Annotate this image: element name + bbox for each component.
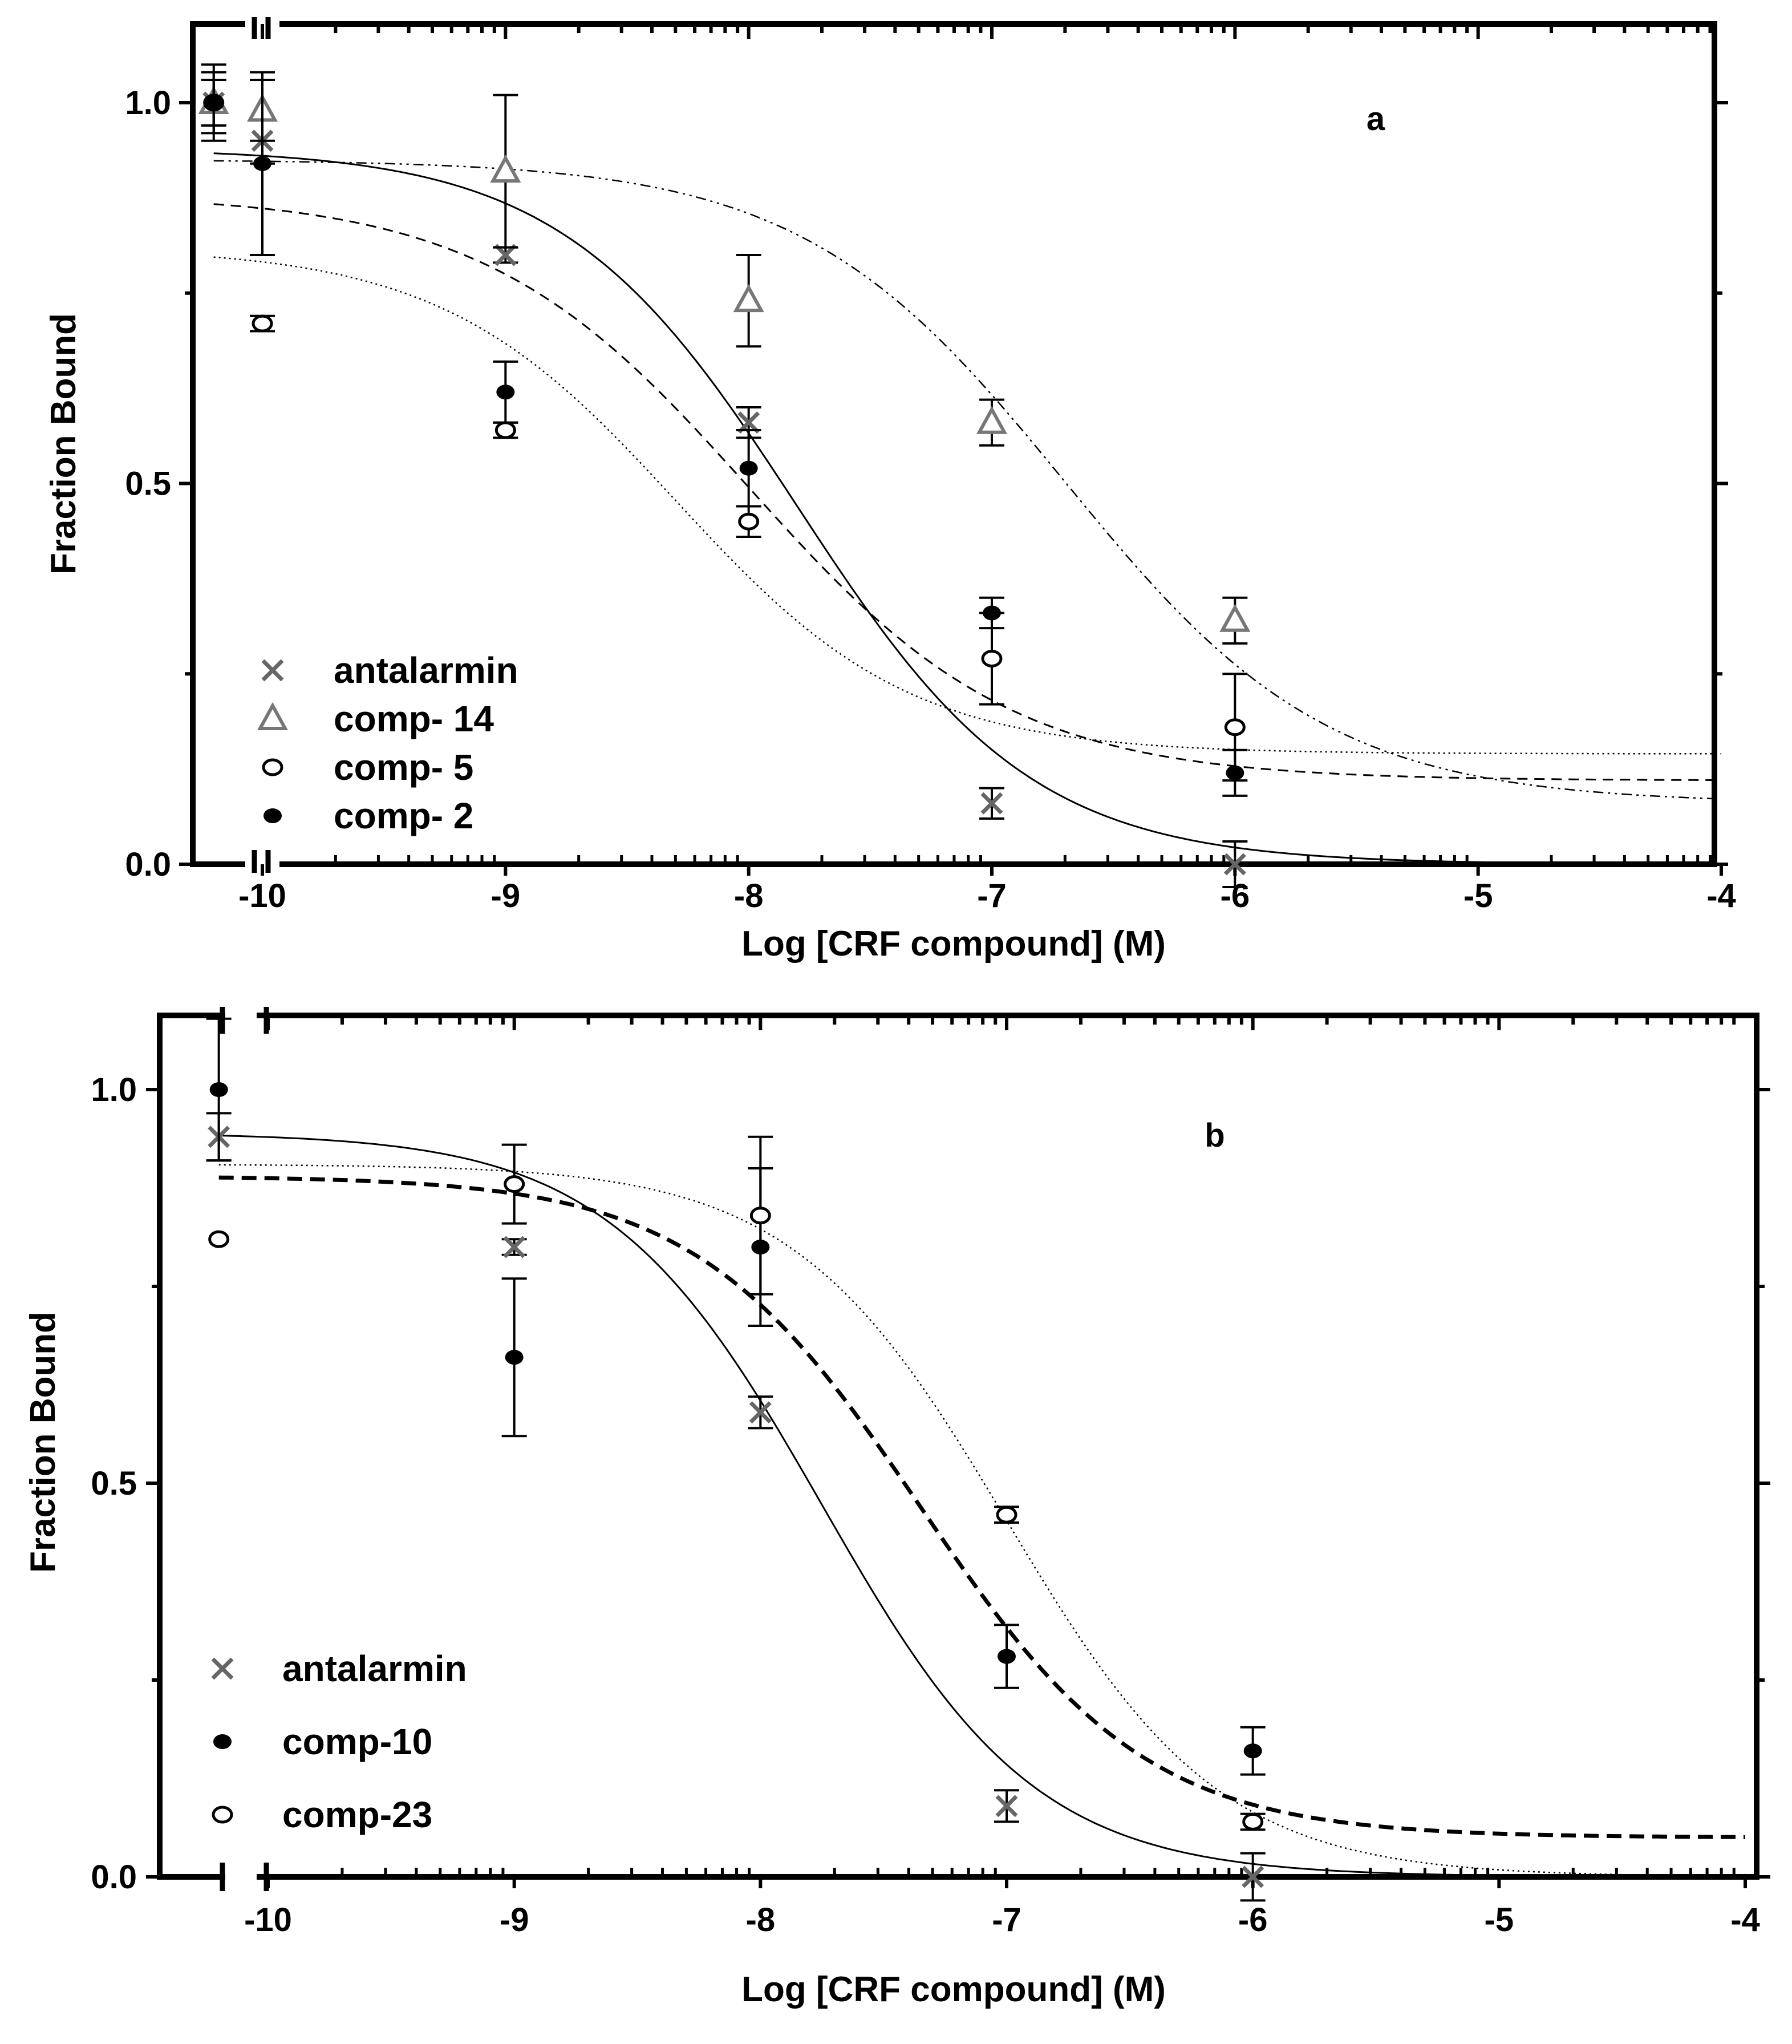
x-tick-label: -7 xyxy=(977,877,1007,914)
panel-a-legend: antalarmin comp- 14 comp- 5 comp- 2 xyxy=(257,650,518,836)
data-point-antalarmin xyxy=(980,792,1003,815)
x-tick-label: -4 xyxy=(1730,1901,1760,1938)
panel-b-data-points xyxy=(206,1017,1266,1902)
data-point-comp-5 xyxy=(738,512,760,531)
data-point-comp-5 xyxy=(1224,718,1246,736)
panel-a-y-axis-title: Fraction Bound xyxy=(44,313,83,574)
panel-a-x-axis-title: Log [CRF compound] (M) xyxy=(741,924,1166,964)
panel-b-x-tick-labels: -10 -9 -8 -7 -6 -5 -4 xyxy=(244,1901,1760,1938)
data-point-antalarmin xyxy=(494,244,517,266)
fit-curve-antalarmin xyxy=(213,152,1721,865)
panel-a-x-tick-labels: -10 -9 -8 -7 -6 -5 -4 xyxy=(238,877,1736,914)
x-tick-label: -4 xyxy=(1706,877,1736,914)
data-point-antalarmin xyxy=(1242,1865,1264,1888)
legend-marker xyxy=(211,1657,234,1680)
panel-b-y-ticks xyxy=(146,1088,1770,1879)
panel-a-data-points xyxy=(198,63,1251,889)
panel-a-x-ticks xyxy=(261,24,1723,876)
y-tick-label: 1.0 xyxy=(91,1071,137,1108)
x-tick-label: -10 xyxy=(238,877,286,914)
legend-marker xyxy=(262,758,283,776)
data-point-antalarmin xyxy=(1223,853,1246,876)
y-tick-label: 0.5 xyxy=(125,466,171,503)
x-tick-label: -8 xyxy=(746,1901,776,1938)
data-point-comp-14 xyxy=(976,406,1008,434)
data-point-comp-23 xyxy=(996,1505,1017,1524)
data-point-antalarmin xyxy=(503,1236,526,1258)
data-point-comp-2 xyxy=(1226,765,1244,780)
panel-b-plot-frame xyxy=(157,1013,1759,1880)
panel-a-label: a xyxy=(1367,100,1385,137)
legend-label: comp- 2 xyxy=(334,795,473,836)
x-tick-label: -9 xyxy=(500,1901,529,1938)
x-tick-label: -9 xyxy=(491,877,521,914)
data-point-antalarmin xyxy=(749,1401,772,1424)
data-point-antalarmin xyxy=(737,411,760,434)
panel-b-y-axis-title: Fraction Bound xyxy=(23,1312,63,1573)
fit-curve-comp-2 xyxy=(213,203,1721,781)
panel-b-x-ticks xyxy=(266,1015,1747,1888)
panel-b-label: b xyxy=(1205,1117,1225,1154)
y-tick-label: 1.0 xyxy=(125,84,171,122)
data-point-comp-5 xyxy=(252,314,273,333)
legend-label: comp- 5 xyxy=(334,747,473,788)
fit-curve-comp-10 xyxy=(218,1175,1745,1839)
x-tick-label: -7 xyxy=(992,1901,1021,1938)
x-tick-label: -10 xyxy=(244,1901,292,1938)
legend-label: comp- 14 xyxy=(334,698,494,739)
data-point-antalarmin xyxy=(995,1795,1018,1818)
data-point-comp-14 xyxy=(490,154,521,183)
data-point-comp-23 xyxy=(208,1230,230,1248)
data-point-comp-2 xyxy=(496,384,515,400)
data-point-comp-23 xyxy=(1242,1812,1264,1831)
x-tick-label: -5 xyxy=(1463,877,1493,914)
fit-curve-comp-14 xyxy=(213,160,1722,800)
data-point-comp-2 xyxy=(204,95,223,110)
panel-b-fit-curves xyxy=(218,1135,1746,1878)
y-tick-label: 0.0 xyxy=(125,846,171,883)
data-point-comp-10 xyxy=(998,1649,1016,1664)
fit-curve-comp-23 xyxy=(218,1164,1746,1877)
data-point-comp-14 xyxy=(1219,604,1251,632)
x-tick-label: -5 xyxy=(1485,1901,1514,1938)
panel-a-y-tick-labels: 0.0 0.5 1.0 xyxy=(125,84,171,883)
data-point-comp-5 xyxy=(494,421,516,439)
legend-label: antalarmin xyxy=(282,1648,467,1689)
data-point-comp-10 xyxy=(1243,1743,1262,1759)
data-point-comp-14 xyxy=(733,284,764,313)
legend-marker xyxy=(212,1806,233,1824)
panel-b-legend: antalarmin comp-10 comp-23 xyxy=(211,1648,467,1835)
data-point-comp-2 xyxy=(253,156,271,171)
data-point-comp-23 xyxy=(504,1175,525,1193)
legend-label: comp-10 xyxy=(282,1721,432,1762)
legend-marker xyxy=(261,659,284,682)
x-tick-label: -6 xyxy=(1238,1901,1268,1938)
panel-b-y-tick-labels: 0.0 0.5 1.0 xyxy=(91,1071,137,1896)
data-point-comp-2 xyxy=(983,605,1001,621)
legend-label: comp-23 xyxy=(282,1794,432,1835)
x-tick-label: -8 xyxy=(734,877,764,914)
panel-b: -10 -9 -8 -7 -6 -5 -4 0.0 0.5 1.0 b Log [CRF com… xyxy=(23,1004,1770,2009)
data-point-comp-2 xyxy=(739,460,758,476)
legend-label: antalarmin xyxy=(334,650,518,691)
legend-marker xyxy=(263,808,282,823)
data-point-comp-10 xyxy=(505,1350,524,1365)
panel-b-x-axis-title: Log [CRF compound] (M) xyxy=(741,1970,1166,2009)
fit-curve-comp-5 xyxy=(213,256,1721,755)
fit-curve-antalarmin xyxy=(218,1135,1745,1878)
panel-a-fit-curves xyxy=(213,152,1722,865)
y-tick-label: 0.5 xyxy=(91,1465,137,1502)
data-point-comp-23 xyxy=(749,1207,771,1225)
panel-a: -10 -9 -8 -7 -6 -5 -4 0.00.51.0 a Log [CRF com… xyxy=(44,11,1736,964)
legend-marker xyxy=(213,1734,232,1749)
data-point-comp-5 xyxy=(981,650,1003,668)
data-point-comp-10 xyxy=(209,1082,228,1097)
legend-marker xyxy=(257,702,289,730)
y-tick-label: 0.0 xyxy=(91,1859,137,1896)
